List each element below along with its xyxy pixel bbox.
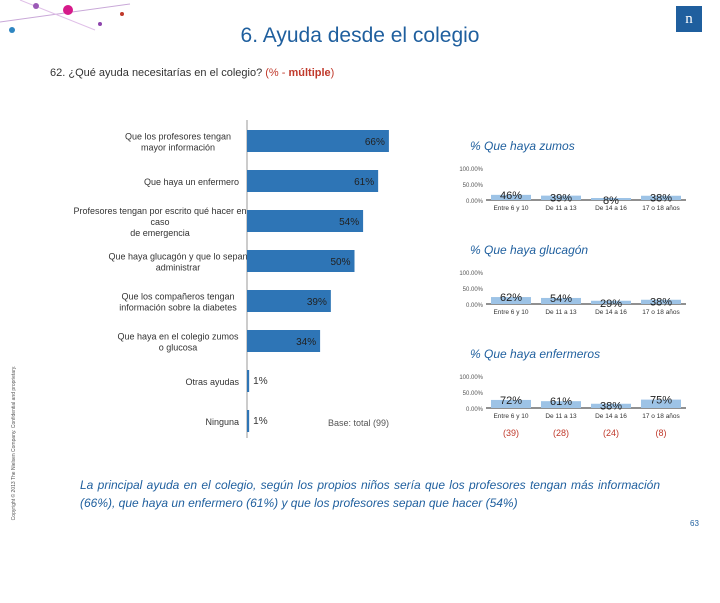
conclusion-text: La principal ayuda en el colegio, según … xyxy=(80,478,660,510)
category-label-0: Que los profesores tengan mayor informaci… xyxy=(125,132,231,153)
category-label-7: Ninguna xyxy=(205,417,239,427)
panel-bar-2-3 xyxy=(641,399,681,408)
page-title: 6. Ayuda desde el colegio xyxy=(240,24,480,47)
panel-bar-0-0 xyxy=(491,194,531,200)
ytick-2-1: 50.00% xyxy=(463,391,484,397)
bar-7 xyxy=(247,410,250,432)
value-label-6: 1% xyxy=(253,376,268,387)
category-label-3: Que haya glucagón y que lo sepan administ… xyxy=(108,252,247,273)
panel-base-2-0: (39) xyxy=(503,428,519,438)
panel-bar-1-0 xyxy=(491,297,531,304)
panel-cat-1-3: 17 o 18 años xyxy=(642,309,680,316)
category-label-1: Que haya un enfermero xyxy=(144,177,239,187)
panel-base-2-1: (28) xyxy=(553,428,569,438)
panel-bar-0-1 xyxy=(541,195,581,200)
ytick-0-0: 100.00% xyxy=(459,167,483,173)
value-label-2: 54% xyxy=(339,217,359,228)
base-note: Base: total (99) xyxy=(328,418,390,428)
panel-cat-1-2: De 14 a 16 xyxy=(595,309,627,316)
panel-bar-1-1 xyxy=(541,297,581,304)
panel-value-2-2: 38% xyxy=(600,401,622,413)
ytick-1-1: 50.00% xyxy=(463,287,484,293)
question-note: (% - múltiple) xyxy=(265,67,335,79)
value-label-4: 39% xyxy=(307,297,327,308)
category-label-2: Profesores tengan por escrito qué hacer … xyxy=(73,206,246,238)
panel-title-1: % Que haya glucagón xyxy=(470,243,588,257)
value-label-3: 50% xyxy=(330,257,350,268)
value-label-0: 66% xyxy=(365,137,385,148)
panel-cat-0-2: De 14 a 16 xyxy=(595,205,627,212)
panel-bar-1-3 xyxy=(641,299,681,304)
panel-cat-1-0: Entre 6 y 10 xyxy=(493,309,528,316)
enfermeros-chart: % Que haya enfermeros 100.00% 50.00% 0.00% 7… xyxy=(459,347,686,438)
brand-logo: n xyxy=(676,6,702,32)
panel-base-2-2: (24) xyxy=(603,428,619,438)
panel-value-2-1: 61% xyxy=(550,396,572,408)
value-label-1: 61% xyxy=(354,177,374,188)
question-label: 62. ¿Qué ayuda necesitarías en el colegi… xyxy=(50,67,263,79)
copyright-text: Copyright © 2013 The Nielsen Company. Co… xyxy=(11,365,17,521)
question-text: 62. ¿Qué ayuda necesitarías en el colegi… xyxy=(50,67,334,79)
category-label-4: Que los compañeros tengan información sob… xyxy=(119,292,237,313)
panel-title-2: % Que haya enfermeros xyxy=(470,347,600,361)
panel-cat-1-1: De 11 a 13 xyxy=(545,309,577,316)
panel-cat-2-1: De 11 a 13 xyxy=(545,413,577,420)
bar-0 xyxy=(247,130,389,152)
panel-bar-2-2 xyxy=(591,403,631,408)
ytick-1-2: 0.00% xyxy=(466,303,484,309)
panel-cat-0-0: Entre 6 y 10 xyxy=(493,205,528,212)
panel-cat-2-2: De 14 a 16 xyxy=(595,413,627,420)
panel-value-1-3: 38% xyxy=(650,297,672,309)
panel-base-2-3: (8) xyxy=(656,428,667,438)
category-label-5: Que haya en el colegio zumos o glucosa xyxy=(117,332,239,353)
glucagon-chart: % Que haya glucagón 100.00% 50.00% 0.00% 62%… xyxy=(459,243,686,316)
ytick-2-2: 0.00% xyxy=(466,407,484,413)
panel-bar-2-1 xyxy=(541,401,581,408)
bar-1 xyxy=(247,170,379,192)
panel-bar-0-3 xyxy=(641,195,681,200)
panel-value-0-1: 39% xyxy=(550,193,572,205)
panel-value-2-3: 75% xyxy=(650,395,672,407)
bar-3 xyxy=(247,250,355,272)
ytick-1-0: 100.00% xyxy=(459,271,483,277)
decorative-dots xyxy=(0,0,131,33)
panel-value-0-0: 46% xyxy=(500,190,522,202)
panel-bar-0-2 xyxy=(591,198,631,200)
bar-6 xyxy=(247,370,250,392)
bar-4 xyxy=(247,290,331,312)
panel-value-1-2: 29% xyxy=(600,298,622,310)
panel-cat-2-0: Entre 6 y 10 xyxy=(493,413,528,420)
bar-2 xyxy=(247,210,364,232)
panel-cat-0-1: De 11 a 13 xyxy=(545,205,577,212)
ytick-2-0: 100.00% xyxy=(459,375,483,381)
value-label-5: 34% xyxy=(296,337,316,348)
panel-value-1-1: 54% xyxy=(550,293,572,305)
zumos-chart: % Que haya zumos 100.00% 50.00% 0.00% 46% Ent… xyxy=(459,139,686,212)
ytick-0-1: 50.00% xyxy=(463,183,484,189)
panel-value-1-0: 62% xyxy=(500,292,522,304)
panel-title-0: % Que haya zumos xyxy=(470,139,575,153)
value-label-7: 1% xyxy=(253,416,268,427)
panel-value-0-3: 38% xyxy=(650,193,672,205)
page-number: 63 xyxy=(690,519,699,528)
panel-value-0-2: 8% xyxy=(603,195,619,207)
panel-bar-1-2 xyxy=(591,300,631,304)
panel-value-2-0: 72% xyxy=(500,395,522,407)
main-bar-chart: 66% Que los profesores tengan mayor inform… xyxy=(73,120,389,438)
panel-cat-0-3: 17 o 18 años xyxy=(642,205,680,212)
panel-bar-2-0 xyxy=(491,399,531,408)
category-label-6: Otras ayudas xyxy=(185,377,239,387)
panel-cat-2-3: 17 o 18 años xyxy=(642,413,680,420)
bar-5 xyxy=(247,330,321,352)
ytick-0-2: 0.00% xyxy=(466,199,484,205)
